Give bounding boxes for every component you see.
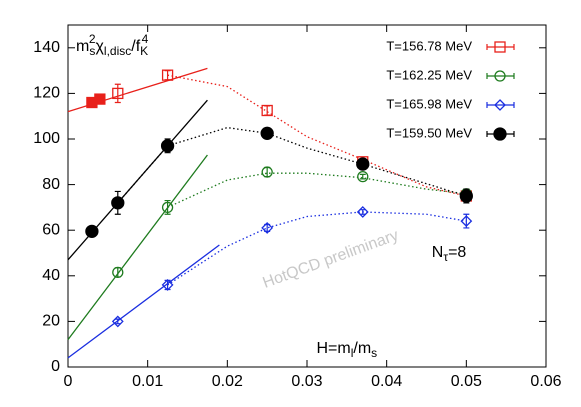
text-part: 4: [142, 32, 149, 46]
curve-line: [167, 211, 467, 286]
x-tick-label: 0.03: [291, 373, 322, 390]
x-tick-label: 0.02: [212, 373, 243, 390]
legend-swatch: [486, 44, 515, 50]
legend-swatch: [486, 102, 515, 108]
error-bar: [264, 105, 271, 116]
y-tick-label: 60: [42, 221, 60, 238]
y-tick-label: 80: [42, 176, 60, 193]
text-part: τ: [443, 250, 448, 264]
point: [111, 196, 125, 210]
legend-label: T=165.98 MeV: [386, 96, 472, 111]
text-part: l,disc: [104, 44, 131, 58]
annotation: H=ml/ms: [316, 340, 377, 360]
text-part: =8: [448, 244, 466, 261]
legend-marker: [494, 70, 506, 82]
legend-marker: [494, 41, 506, 53]
text-part: l: [351, 346, 354, 360]
fit-line: [67, 154, 208, 341]
annotation: HotQCD preliminary: [261, 227, 401, 292]
text-part: s: [89, 44, 95, 58]
legend-label: T=159.50 MeV: [386, 125, 472, 140]
point: [160, 139, 175, 153]
point: [161, 201, 174, 214]
point: [357, 170, 369, 183]
x-tick-label: 0.04: [371, 373, 402, 390]
legend-label: T=156.78 MeV: [386, 38, 472, 53]
point: [261, 104, 273, 117]
point: [260, 126, 274, 140]
point: [161, 279, 174, 291]
point: [356, 206, 369, 218]
y-tick-label: 20: [42, 313, 60, 330]
text-part: K: [140, 44, 148, 58]
y-tick-label: 140: [33, 39, 60, 56]
text-part: m: [76, 38, 89, 55]
x-tick-label: 0: [64, 373, 73, 390]
legend-swatch: [486, 73, 515, 79]
x-tick-label: 0.06: [530, 373, 561, 390]
point: [94, 93, 106, 105]
text-part: 2: [89, 32, 96, 46]
legend-marker: [494, 99, 506, 111]
legend-marker: [493, 127, 507, 141]
text-part: H=m: [316, 340, 350, 357]
point: [112, 87, 124, 100]
text-part: /m: [353, 340, 371, 357]
point: [111, 315, 124, 328]
point: [161, 69, 174, 81]
text-part: N: [432, 244, 444, 261]
text-part: s: [371, 346, 377, 360]
error-bar: [359, 209, 366, 215]
y-tick-label: 120: [33, 85, 60, 102]
x-tick-label: 0.01: [132, 373, 163, 390]
text-part: χ: [96, 38, 105, 55]
plot-frame: [67, 24, 547, 368]
point: [261, 222, 274, 234]
annotation: Nτ=8: [432, 244, 467, 264]
point: [460, 215, 473, 227]
error-bar: [114, 83, 121, 104]
point: [459, 189, 473, 203]
point: [356, 157, 370, 171]
x-tick-label: 0.05: [451, 373, 482, 390]
error-bar: [164, 70, 171, 81]
point: [261, 166, 273, 178]
error-bar: [359, 173, 366, 180]
y-tick-label: 100: [33, 130, 60, 147]
text-part: /f: [131, 38, 140, 55]
legend-label: T=162.25 MeV: [386, 67, 472, 82]
error-bar: [264, 166, 271, 178]
y-tick-label: 40: [42, 267, 60, 284]
curve-line: [167, 74, 467, 197]
point: [112, 266, 124, 279]
text-part: HotQCD preliminary: [261, 227, 401, 292]
y-tick-label: 0: [51, 358, 60, 375]
curve-line: [167, 172, 467, 208]
y-label: ms2χl,disc/fK4: [76, 32, 149, 58]
point: [85, 224, 99, 238]
fit-line: [67, 244, 220, 359]
